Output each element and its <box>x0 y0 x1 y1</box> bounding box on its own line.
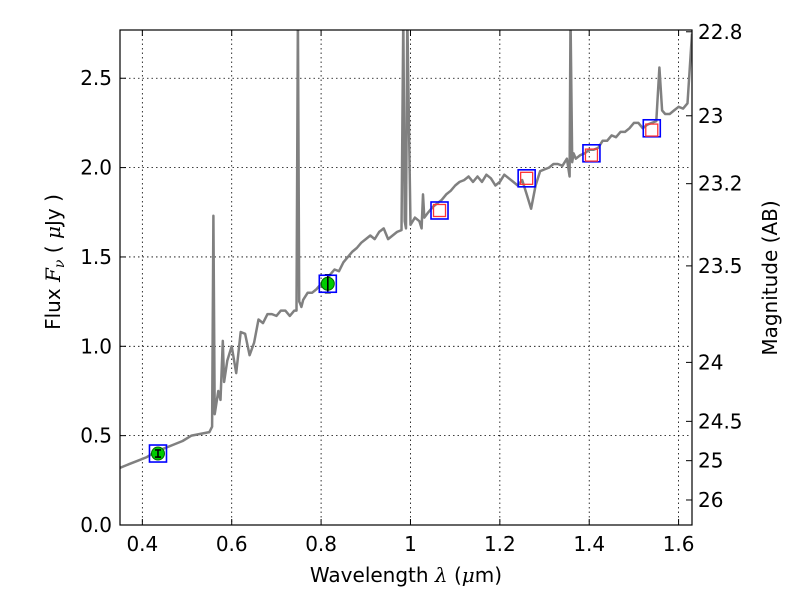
y2-axis-title: Magnitude (AB) <box>758 200 782 355</box>
x-tick-label: 0.4 <box>126 532 158 556</box>
x-tick-label: 1.6 <box>663 532 695 556</box>
y-tick-label: 0.5 <box>80 424 112 448</box>
y-tick-label: 2.0 <box>80 156 112 180</box>
y2-tick-label: 23.5 <box>698 254 743 278</box>
observed-point <box>320 274 335 294</box>
x-tick-label: 1 <box>404 532 417 556</box>
model-photometry-marker <box>318 274 338 294</box>
x-tick-label: 1.4 <box>573 532 605 556</box>
y2-tick-label: 23 <box>698 104 723 128</box>
y2-tick-label: 25 <box>698 449 723 473</box>
y2-tick-label: 23.2 <box>698 172 743 196</box>
y2-tick-label: 22.8 <box>698 20 743 44</box>
synthetic-photometry-marker <box>520 171 534 185</box>
x-axis: 0.4 0.6 0.8 1 1.2 1.4 1.6 <box>126 30 695 556</box>
y-tick-label: 0.0 <box>80 513 112 537</box>
model-photometry-marker <box>430 201 449 220</box>
plot-frame <box>119 29 693 526</box>
synthetic-photometry-marker <box>645 123 659 137</box>
synthetic-photometry-markers <box>432 123 659 218</box>
synthetic-photometry-marker <box>584 148 599 162</box>
x-tick-label: 1.2 <box>484 532 516 556</box>
y-tick-label: 1.0 <box>80 334 112 358</box>
x-axis-title: Wavelength λ (μm) <box>310 563 502 587</box>
y2-tick-label: 26 <box>698 488 723 512</box>
observed-point <box>150 446 165 461</box>
y2-axis: 22.8 23 23.2 23.5 24 24.5 25 26 <box>686 20 743 512</box>
y-tick-label: 2.5 <box>80 66 112 90</box>
model-photometry-markers <box>148 118 662 463</box>
model-photometry-marker <box>517 169 536 188</box>
model-photometry-marker <box>582 144 601 163</box>
y-axis-title: Flux Fν ( μJy ) <box>41 194 68 330</box>
x-tick-label: 0.6 <box>216 532 248 556</box>
spectrum-line <box>120 30 692 469</box>
model-photometry-marker <box>642 118 662 138</box>
y2-tick-label: 24.5 <box>698 409 743 433</box>
observed-points <box>150 274 335 461</box>
y-tick-label: 1.5 <box>80 245 112 269</box>
y-axis: 0.0 0.5 1.0 1.5 2.0 2.5 <box>80 66 126 537</box>
model-photometry-marker <box>148 444 168 463</box>
x-tick-label: 0.8 <box>305 532 337 556</box>
synthetic-photometry-marker <box>432 203 447 218</box>
y2-tick-label: 24 <box>698 350 723 374</box>
